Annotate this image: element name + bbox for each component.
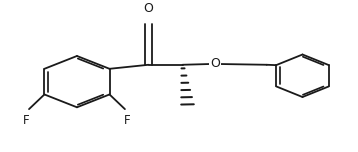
Text: F: F xyxy=(23,114,30,126)
Text: O: O xyxy=(144,2,154,15)
Text: O: O xyxy=(210,57,220,70)
Text: F: F xyxy=(124,114,131,126)
